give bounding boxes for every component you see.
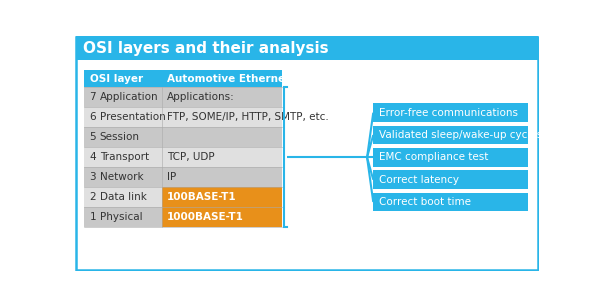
Text: 6: 6: [90, 112, 96, 122]
Text: Presentation: Presentation: [99, 112, 165, 122]
Text: Network: Network: [99, 172, 143, 182]
FancyBboxPatch shape: [162, 127, 282, 147]
Text: FTP, SOME/IP, HTTP, SMTP, etc.: FTP, SOME/IP, HTTP, SMTP, etc.: [167, 112, 329, 122]
Text: Physical: Physical: [99, 212, 143, 223]
Text: Correct boot time: Correct boot time: [379, 197, 471, 207]
FancyBboxPatch shape: [75, 36, 539, 60]
Text: Validated sleep/wake-up cycles: Validated sleep/wake-up cycles: [379, 130, 543, 140]
FancyBboxPatch shape: [162, 187, 282, 207]
FancyBboxPatch shape: [84, 187, 162, 207]
FancyBboxPatch shape: [373, 148, 528, 167]
Text: OSI layers and their analysis: OSI layers and their analysis: [83, 40, 328, 56]
Text: Automotive Ethernet: Automotive Ethernet: [167, 74, 291, 84]
FancyBboxPatch shape: [373, 103, 528, 122]
Text: 4: 4: [90, 152, 96, 162]
Text: Data link: Data link: [99, 192, 147, 202]
FancyBboxPatch shape: [84, 147, 162, 168]
FancyBboxPatch shape: [373, 171, 528, 189]
FancyBboxPatch shape: [84, 87, 162, 107]
Text: OSI layer: OSI layer: [90, 74, 143, 84]
Text: Application: Application: [99, 92, 158, 102]
FancyBboxPatch shape: [162, 87, 282, 107]
FancyBboxPatch shape: [84, 168, 162, 187]
Text: Error-free communications: Error-free communications: [379, 108, 519, 118]
FancyBboxPatch shape: [84, 127, 162, 147]
Text: Correct latency: Correct latency: [379, 175, 459, 185]
Text: 2: 2: [90, 192, 96, 202]
Text: TCP, UDP: TCP, UDP: [167, 152, 214, 162]
FancyBboxPatch shape: [84, 207, 162, 227]
FancyBboxPatch shape: [373, 126, 528, 144]
Text: Applications:: Applications:: [167, 92, 235, 102]
FancyBboxPatch shape: [162, 147, 282, 168]
Text: 3: 3: [90, 172, 96, 182]
FancyBboxPatch shape: [162, 168, 282, 187]
FancyBboxPatch shape: [84, 70, 282, 87]
FancyBboxPatch shape: [373, 193, 528, 211]
FancyBboxPatch shape: [162, 207, 282, 227]
Text: 1000BASE-T1: 1000BASE-T1: [167, 212, 244, 223]
Text: 100BASE-T1: 100BASE-T1: [167, 192, 237, 202]
Text: Transport: Transport: [99, 152, 149, 162]
Text: EMC compliance test: EMC compliance test: [379, 152, 489, 162]
Text: 7: 7: [90, 92, 96, 102]
FancyBboxPatch shape: [84, 107, 162, 127]
Text: 5: 5: [90, 132, 96, 142]
FancyBboxPatch shape: [75, 37, 539, 270]
FancyBboxPatch shape: [162, 107, 282, 127]
Text: Session: Session: [99, 132, 140, 142]
Text: IP: IP: [167, 172, 176, 182]
Text: 1: 1: [90, 212, 96, 223]
